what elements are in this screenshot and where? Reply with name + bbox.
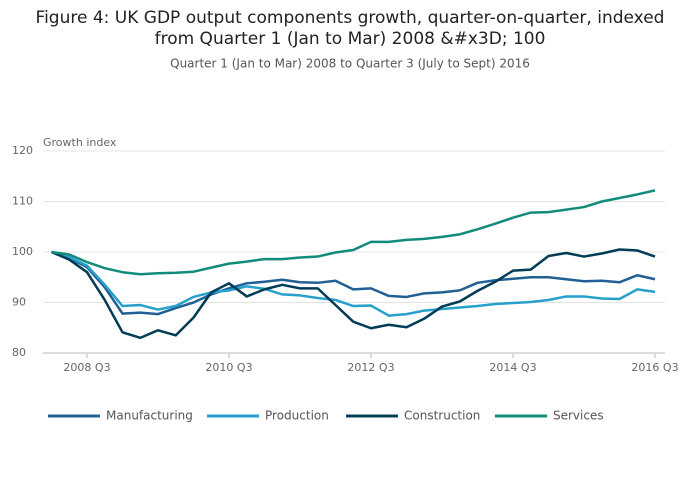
line-series [51,250,656,317]
chart-subtitle: Quarter 1 (Jan to Mar) 2008 to Quarter 3… [170,57,530,71]
line-series [51,248,656,340]
x-tick-label: 2012 Q3 [347,361,394,374]
x-tick-label: 2014 Q3 [489,361,536,374]
y-tick-label: 110 [12,195,33,208]
x-tick-label: 2010 Q3 [205,361,252,374]
legend-label: Manufacturing [106,409,193,423]
y-axis-label: Growth index [43,136,117,149]
legend-label: Construction [404,409,480,423]
y-tick-label: 100 [12,245,33,258]
y-tick-label: 80 [12,346,26,359]
x-tick-label: 2008 Q3 [63,361,110,374]
line-series [51,250,656,316]
chart-title: Figure 4: UK GDP output components growt… [36,8,665,28]
legend-label: Production [265,409,329,423]
line-series [51,189,656,276]
x-tick-label: 2016 Q3 [631,361,678,374]
legend-label: Services [553,409,604,423]
y-tick-label: 90 [12,296,26,309]
y-tick-label: 120 [12,144,33,157]
chart-title: from Quarter 1 (Jan to Mar) 2008 &#x3D; … [155,29,546,49]
